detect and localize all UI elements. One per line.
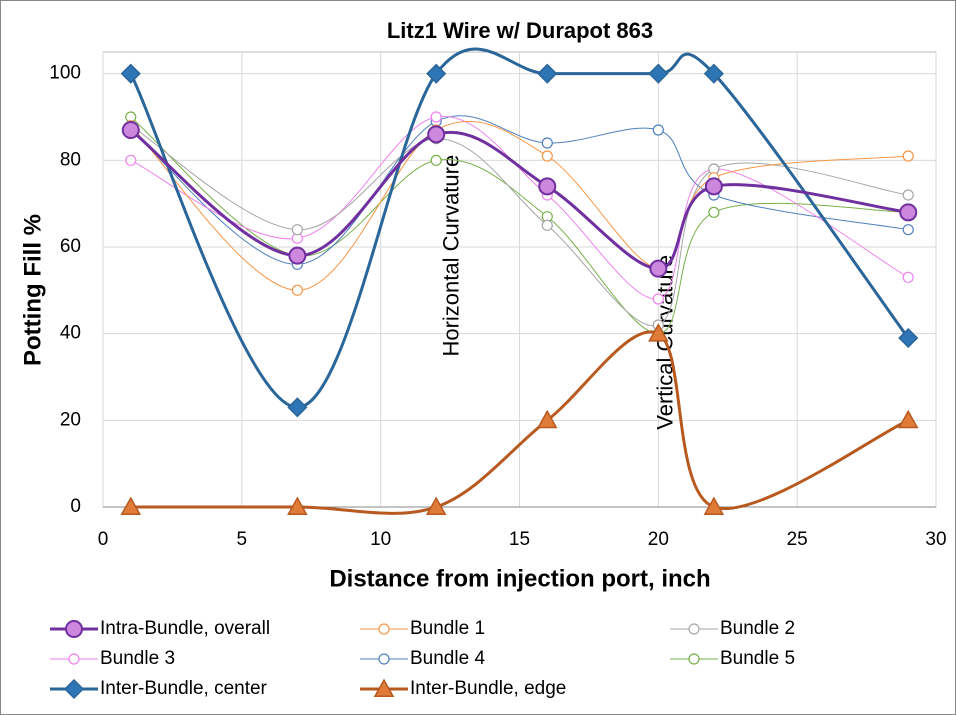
marker [378, 653, 390, 665]
marker [65, 620, 83, 638]
marker [703, 496, 725, 515]
legend-label: Bundle 4 [410, 648, 485, 669]
marker [120, 496, 142, 515]
legend-entry: Bundle 2 [670, 618, 795, 639]
marker [541, 219, 553, 231]
x-axis-label: Distance from injection port, inch [329, 565, 710, 592]
marker [688, 623, 700, 635]
marker [291, 284, 303, 296]
marker [902, 271, 914, 283]
marker [430, 111, 442, 123]
marker [703, 63, 724, 84]
legend-label: Bundle 2 [720, 618, 795, 639]
x-tick-label: 5 [237, 529, 248, 550]
y-tick-label: 80 [60, 149, 81, 170]
marker [287, 397, 308, 418]
marker [652, 124, 664, 136]
legend-label: Inter-Bundle, edge [410, 678, 566, 699]
marker [425, 496, 447, 515]
y-tick-label: 0 [70, 496, 81, 517]
marker [648, 323, 669, 342]
marker [649, 259, 668, 278]
legend-entry: Intra-Bundle, overall [50, 618, 270, 639]
marker [688, 653, 700, 665]
y-tick-label: 40 [60, 323, 81, 344]
marker [648, 63, 669, 84]
marker [68, 653, 80, 665]
marker [902, 150, 914, 162]
marker [704, 177, 723, 196]
marker [902, 189, 914, 201]
legend-entry: Inter-Bundle, edge [360, 678, 566, 699]
marker [541, 150, 553, 162]
marker [378, 623, 390, 635]
x-tick-label: 20 [648, 529, 669, 550]
marker [897, 409, 919, 429]
x-tick-label: 15 [509, 529, 530, 550]
legend-label: Bundle 3 [100, 648, 175, 669]
marker [536, 409, 558, 429]
legend-label: Intra-Bundle, overall [100, 618, 270, 639]
x-tick-label: 25 [787, 529, 808, 550]
series-line [129, 47, 910, 409]
x-tick-label: 0 [98, 529, 109, 550]
x-tick-label: 30 [925, 529, 946, 550]
marker [121, 121, 140, 139]
marker [125, 154, 137, 166]
legend-entry: Inter-Bundle, center [50, 678, 268, 700]
annotation: Horizontal Curvature [439, 155, 464, 357]
marker [120, 63, 141, 84]
marker [708, 206, 720, 218]
marker [426, 63, 447, 84]
legend-label: Inter-Bundle, center [100, 678, 268, 699]
marker [652, 293, 664, 305]
marker [373, 678, 395, 697]
legend-entry: Bundle 4 [360, 648, 485, 669]
legend-entry: Bundle 3 [50, 648, 175, 669]
legend-label: Bundle 5 [720, 648, 795, 669]
marker [287, 496, 308, 515]
y-tick-label: 20 [60, 409, 81, 430]
legend-entry: Bundle 1 [360, 618, 485, 639]
marker [899, 203, 918, 222]
marker [902, 224, 914, 236]
y-axis-label: Potting Fill % [19, 214, 46, 366]
legend-label: Bundle 1 [410, 618, 485, 639]
marker [430, 154, 442, 166]
marker [427, 125, 446, 144]
chart-title: Litz1 Wire w/ Durapot 863 [387, 18, 653, 43]
marker [538, 177, 557, 196]
legend-entry: Bundle 5 [670, 648, 795, 669]
marker [541, 137, 553, 149]
y-tick-label: 100 [49, 63, 81, 84]
marker [288, 246, 307, 265]
marker [291, 224, 303, 236]
marker [898, 327, 919, 349]
y-tick-label: 60 [60, 236, 81, 257]
marker [63, 678, 85, 700]
x-tick-label: 10 [370, 529, 391, 550]
marker [537, 63, 558, 84]
